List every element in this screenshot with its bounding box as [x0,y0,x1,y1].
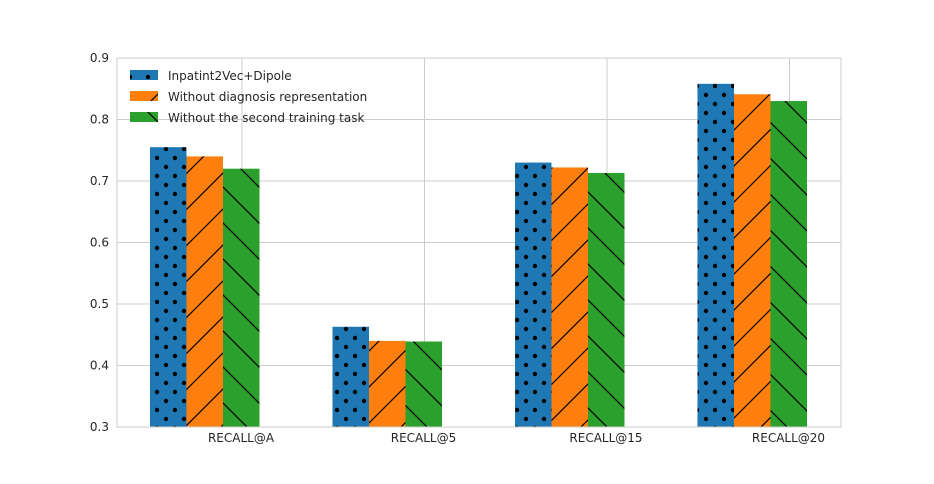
bar-hatch [223,168,260,427]
bars [150,83,807,428]
y-tick-label: 0.8 [90,113,109,127]
bar-hatch [515,162,552,428]
x-tick-label: RECALL@20 [752,431,825,445]
legend-label: Without the second training task [168,111,364,125]
bar-hatch [405,341,442,427]
x-tick-label: RECALL@A [208,431,275,445]
bar-hatch [551,167,588,427]
bar-hatch [697,83,734,427]
legend-swatch-hatch [130,70,158,80]
x-tick-label: RECALL@5 [391,431,457,445]
plot-frame [116,57,842,428]
bar-hatch [332,326,369,427]
x-tick-label: RECALL@15 [569,431,642,445]
y-tick-label: 0.3 [90,420,109,434]
y-tick-label: 0.5 [90,297,109,311]
bar-hatch [588,173,625,427]
y-tick-label: 0.7 [90,174,109,188]
legend-swatch-hatch [130,112,158,122]
bar-hatch [186,156,223,427]
bar-hatch [734,94,771,427]
legend: Inpatint2Vec+Dipole Without diagnosis rep… [130,69,367,125]
bar-hatch [150,147,187,428]
bar-hatch [770,101,807,428]
bar-hatch [369,340,406,427]
y-tick-label: 0.4 [90,359,109,373]
y-tick-label: 0.6 [90,236,109,250]
y-tick-label: 0.9 [90,51,109,65]
legend-label: Without diagnosis representation [168,90,367,104]
legend-swatch-hatch [130,91,158,101]
tick-labels: 0.3 0.4 0.5 0.6 0.7 0.8 0.9 RECALL@A RECALL@5 REC… [90,51,825,445]
legend-label: Inpatint2Vec+Dipole [168,69,292,83]
